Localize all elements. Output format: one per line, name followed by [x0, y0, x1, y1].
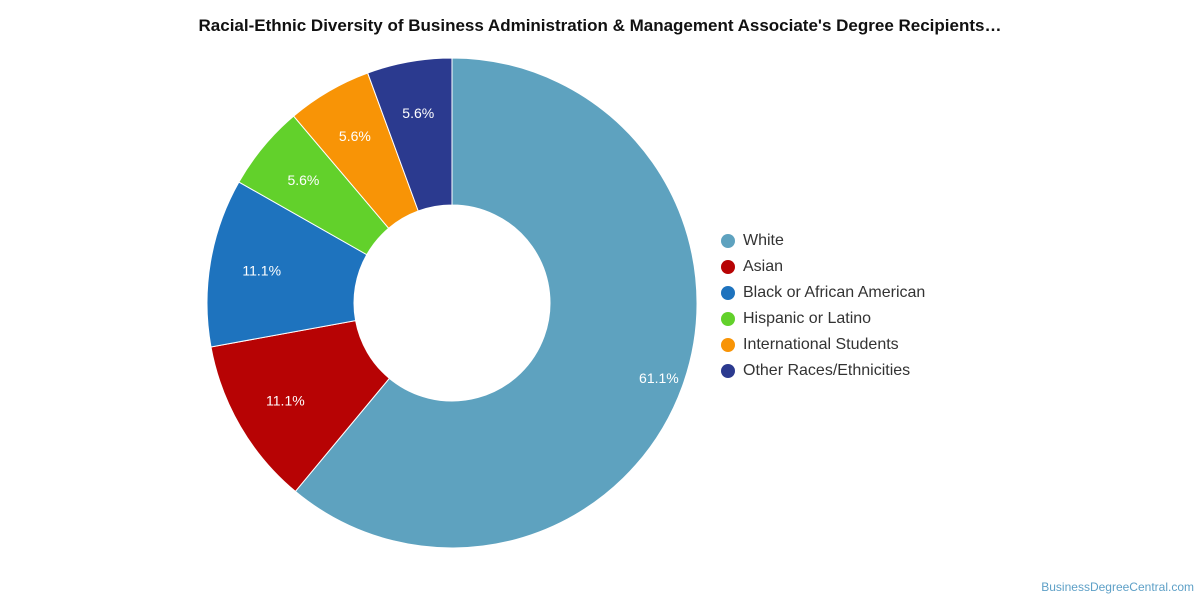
legend-swatch [721, 260, 735, 274]
slice-other-races-ethnicities[interactable] [367, 57, 453, 212]
legend-item-white[interactable]: White [721, 228, 925, 254]
legend-swatch [721, 364, 735, 378]
legend-swatch [721, 234, 735, 248]
legend-item-asian[interactable]: Asian [721, 254, 925, 280]
slice-label-international-students: 5.6% [339, 128, 371, 144]
legend-swatch [721, 286, 735, 300]
legend-label: International Students [743, 336, 899, 353]
slice-label-white: 61.1% [639, 370, 679, 386]
legend-label: Hispanic or Latino [743, 310, 872, 327]
legend-item-international-students[interactable]: International Students [721, 332, 925, 358]
slice-label-black-or-african-american: 11.1% [242, 263, 281, 279]
slice-white[interactable] [294, 57, 698, 549]
legend-item-black-or-african-american[interactable]: Black or African American [721, 280, 925, 306]
slice-black-or-african-american[interactable] [206, 181, 368, 348]
legend-label: Black or African American [743, 284, 926, 301]
legend-item-other-races-ethnicities[interactable]: Other Races/Ethnicities [721, 358, 925, 384]
legend-swatch [721, 338, 735, 352]
slice-asian[interactable] [210, 320, 391, 493]
legend-swatch [721, 312, 735, 326]
slice-label-hispanic-or-latino: 5.6% [287, 172, 319, 188]
legend-label: Asian [743, 258, 784, 275]
slice-label-asian: 11.1% [266, 392, 305, 408]
legend-item-hispanic-or-latino[interactable]: Hispanic or Latino [721, 306, 925, 332]
chart-title: Racial-Ethnic Diversity of Business Admi… [198, 16, 1002, 35]
slice-label-other-races-ethnicities: 5.6% [402, 105, 434, 121]
legend-label: White [743, 232, 784, 249]
source-credit[interactable]: BusinessDegreeCentral.com [1041, 580, 1194, 594]
chart-legend: White Asian Black or African American Hispa… [721, 228, 925, 384]
legend-label: Other Races/Ethnicities [743, 362, 911, 379]
